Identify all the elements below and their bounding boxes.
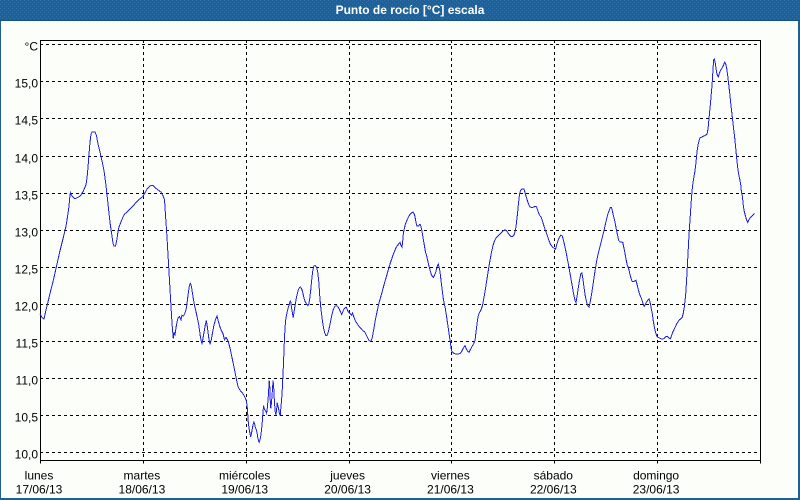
svg-text:18/06/13: 18/06/13 [119,483,166,497]
svg-text:22/06/13: 22/06/13 [530,483,577,497]
svg-text:17/06/13: 17/06/13 [16,483,63,497]
svg-text:20/06/13: 20/06/13 [324,483,371,497]
svg-text:domingo: domingo [633,469,679,483]
svg-text:viernes: viernes [431,469,470,483]
svg-text:10,0: 10,0 [15,447,39,461]
svg-text:21/06/13: 21/06/13 [427,483,474,497]
svg-text:sábado: sábado [534,469,574,483]
svg-text:12,5: 12,5 [15,262,39,276]
svg-text:11,5: 11,5 [16,336,39,350]
svg-text:14,5: 14,5 [15,113,39,127]
svg-text:10,5: 10,5 [15,410,39,424]
svg-text:martes: martes [124,469,161,483]
svg-text:°C: °C [25,39,39,53]
svg-text:lunes: lunes [25,469,54,483]
svg-text:23/06/13: 23/06/13 [633,483,680,497]
svg-text:Punto de rocío [°C] escala: Punto de rocío [°C] escala [336,3,485,17]
svg-text:14,0: 14,0 [15,151,39,165]
svg-text:13,0: 13,0 [15,225,39,239]
svg-text:11,0: 11,0 [16,373,39,387]
svg-text:19/06/13: 19/06/13 [221,483,268,497]
svg-text:miércoles: miércoles [219,469,270,483]
svg-text:12,0: 12,0 [15,299,39,313]
svg-text:15,0: 15,0 [15,76,39,90]
svg-text:13,5: 13,5 [15,188,39,202]
svg-text:jueves: jueves [329,469,365,483]
